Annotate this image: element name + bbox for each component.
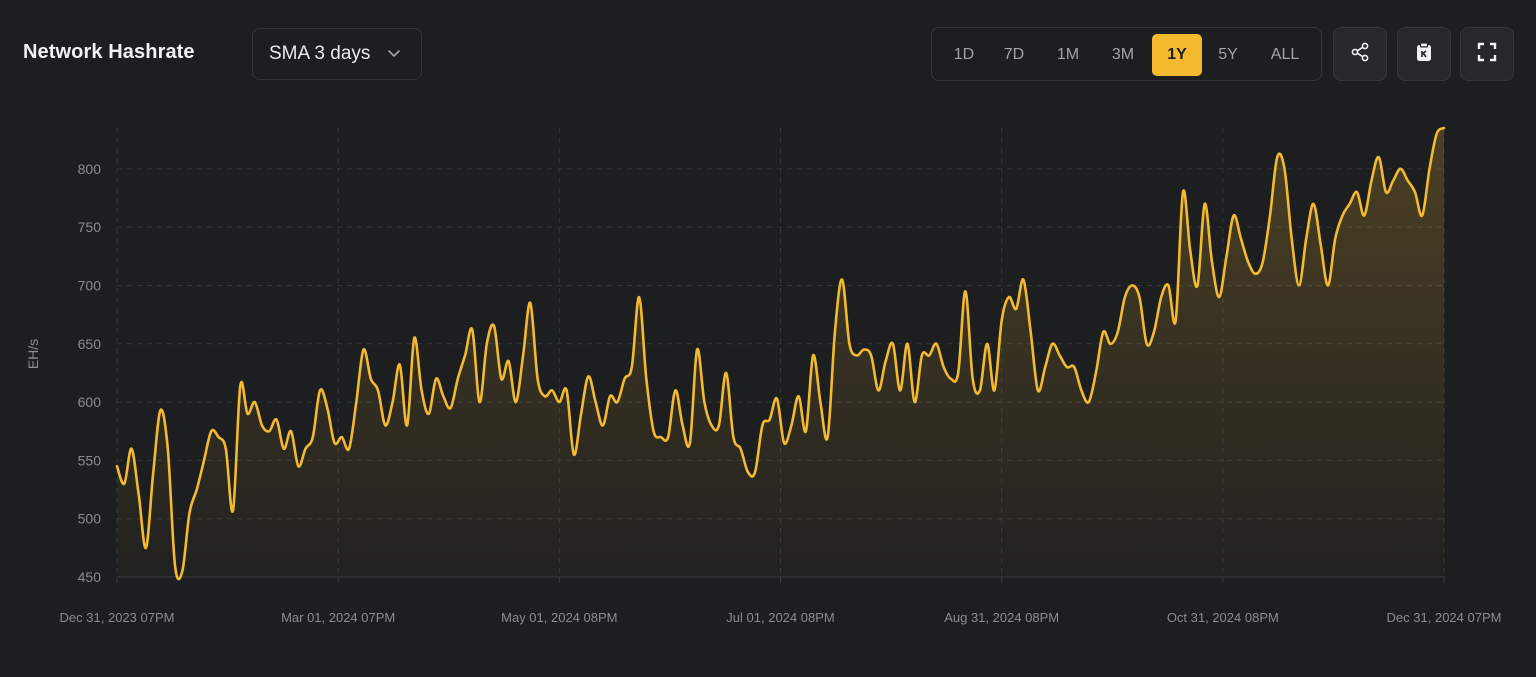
y-tick-label: 750 <box>78 219 102 235</box>
range-1d-button[interactable]: 1D <box>953 46 975 63</box>
sma-select-value: SMA 3 days <box>269 43 371 64</box>
y-tick-label: 800 <box>78 161 102 177</box>
clipboard-icon <box>1413 41 1435 68</box>
y-tick-label: 500 <box>78 511 102 527</box>
x-tick-label: Dec 31, 2024 07PM <box>1387 610 1502 625</box>
share-button[interactable] <box>1333 27 1387 81</box>
y-tick-label: 600 <box>78 394 102 410</box>
x-tick-label: May 01, 2024 08PM <box>501 610 617 625</box>
range-1y-button[interactable]: 1Y <box>1152 34 1202 76</box>
x-tick-label: Jul 01, 2024 08PM <box>726 610 834 625</box>
page-title: Network Hashrate <box>23 41 195 63</box>
fullscreen-button[interactable] <box>1460 27 1514 81</box>
y-axis-label: EH/s <box>25 339 41 369</box>
range-7d-button[interactable]: 7D <box>1003 46 1025 63</box>
range-5y-button[interactable]: 5Y <box>1218 46 1238 63</box>
y-tick-label: 450 <box>78 569 102 585</box>
share-icon <box>1349 41 1371 68</box>
x-tick-label: Dec 31, 2023 07PM <box>60 610 175 625</box>
x-tick-label: Oct 31, 2024 08PM <box>1167 610 1279 625</box>
copy-clipboard-button[interactable] <box>1397 27 1451 81</box>
y-tick-label: 550 <box>78 452 102 468</box>
range-1m-button[interactable]: 1M <box>1056 46 1080 63</box>
x-tick-label: Aug 31, 2024 08PM <box>944 610 1059 625</box>
time-range-selector: 1D 7D 1M 3M 1Y 5Y ALL <box>931 27 1322 81</box>
range-3m-button[interactable]: 3M <box>1111 46 1135 63</box>
range-all-button[interactable]: ALL <box>1270 46 1300 63</box>
fullscreen-icon <box>1476 41 1498 68</box>
hashrate-line <box>115 126 1446 581</box>
y-tick-label: 700 <box>78 277 102 293</box>
x-tick-label: Mar 01, 2024 07PM <box>281 610 395 625</box>
sma-select[interactable]: SMA 3 days <box>252 28 422 80</box>
hashrate-area <box>117 128 1444 580</box>
chevron-down-icon <box>387 46 401 65</box>
y-tick-label: 650 <box>78 336 102 352</box>
